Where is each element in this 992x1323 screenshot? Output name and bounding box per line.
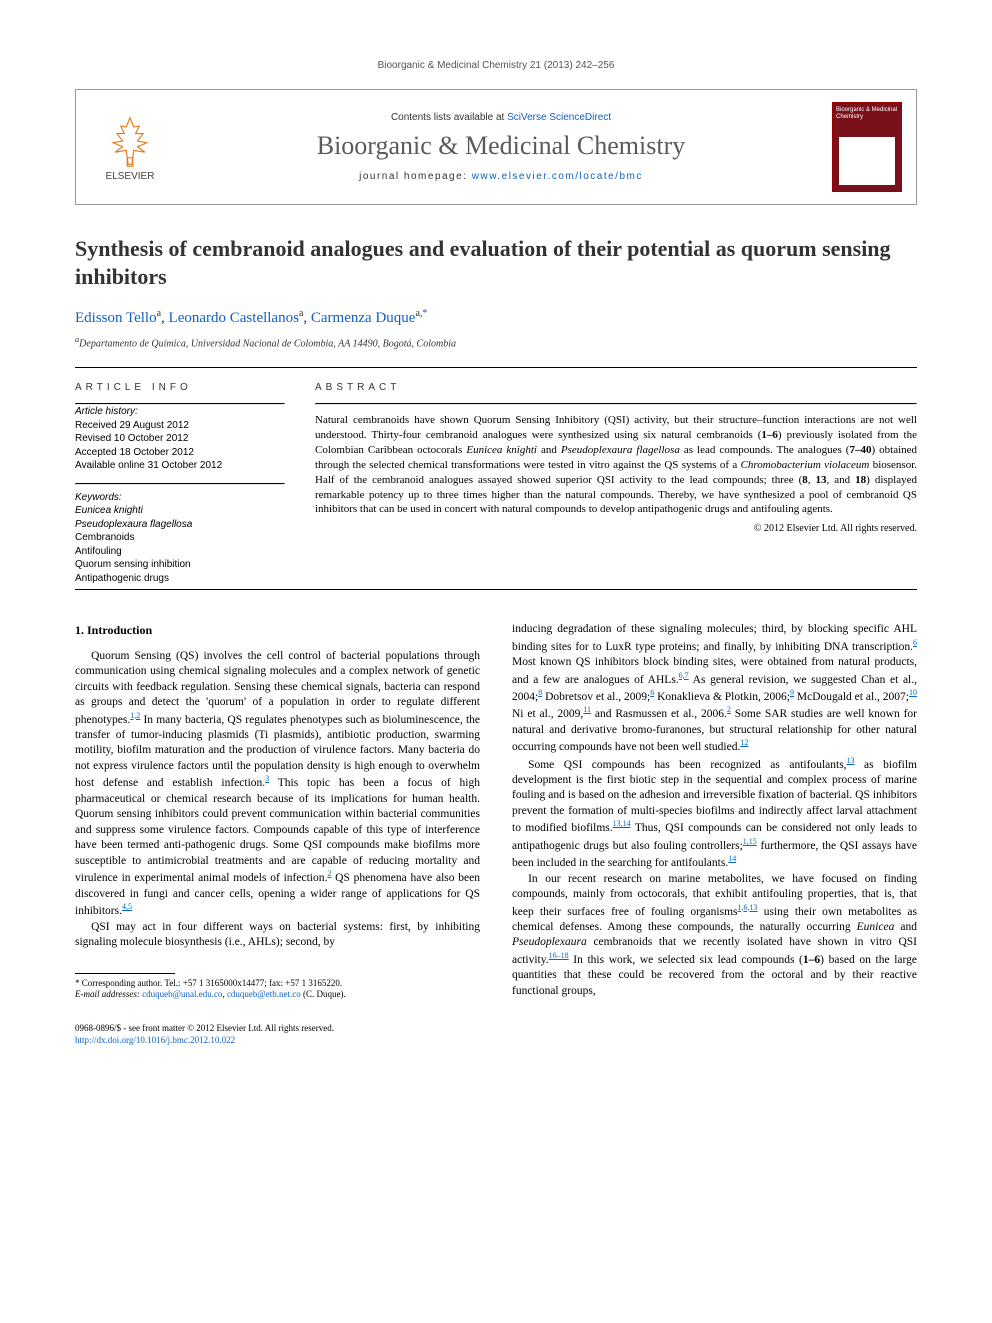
abstract-copyright: © 2012 Elsevier Ltd. All rights reserved…: [315, 523, 917, 534]
column-right: inducing degradation of these signaling …: [512, 622, 917, 1001]
cite-link[interactable]: 1,2: [130, 711, 140, 720]
author-aff-sup: a: [299, 308, 303, 319]
keywords-block: Keywords: Eunicea knighti Pseudoplexaura…: [75, 485, 285, 586]
paragraph: Quorum Sensing (QS) involves the cell co…: [75, 649, 480, 920]
cite-link[interactable]: 6,7: [679, 671, 689, 680]
abstract-head: abstract: [315, 372, 917, 403]
cite-link[interactable]: 10: [909, 688, 917, 697]
history-received: Received 29 August 2012: [75, 419, 285, 433]
author-link[interactable]: Carmenza Duque: [311, 310, 416, 326]
column-left: 1. Introduction Quorum Sensing (QS) invo…: [75, 622, 480, 1001]
publisher-block: ELSEVIER: [90, 113, 170, 182]
cite-link[interactable]: 13: [847, 756, 855, 765]
footnote-rule: [75, 973, 175, 974]
keyword: Cembranoids: [75, 531, 285, 545]
journal-title: Bioorganic & Medicinal Chemistry: [170, 131, 832, 161]
journal-masthead: ELSEVIER Contents lists available at Sci…: [75, 89, 917, 205]
article-title: Synthesis of cembranoid analogues and ev…: [75, 235, 917, 290]
history-online: Available online 31 October 2012: [75, 459, 285, 473]
email-label: E-mail addresses:: [75, 989, 140, 999]
abstract-col: abstract Natural cembranoids have shown …: [315, 372, 917, 585]
cite-link[interactable]: 1,15: [743, 837, 757, 846]
contents-prefix: Contents lists available at: [391, 112, 507, 123]
corr-line: Corresponding author. Tel.: +57 1 316500…: [80, 978, 343, 988]
corr-star-link[interactable]: *: [422, 308, 427, 319]
author-list: Edisson Telloa, Leonardo Castellanosa, C…: [75, 308, 917, 327]
section-heading: 1. Introduction: [75, 622, 480, 638]
keyword: Pseudoplexaura flagellosa: [75, 518, 285, 532]
history-label: Article history:: [75, 405, 285, 419]
email-link[interactable]: cduqueb@etb.net.co: [227, 989, 301, 999]
keyword: Antifouling: [75, 545, 285, 559]
paragraph: In our recent research on marine metabol…: [512, 872, 917, 1000]
sciencedirect-link[interactable]: SciVerse ScienceDirect: [507, 112, 611, 123]
issn-line: 0968-0896/$ - see front matter © 2012 El…: [75, 1023, 917, 1035]
journal-home-link[interactable]: www.elsevier.com/locate/bmc: [472, 171, 643, 182]
body-columns: 1. Introduction Quorum Sensing (QS) invo…: [75, 622, 917, 1001]
affiliation: aDepartamento de Química, Universidad Na…: [75, 335, 917, 349]
abstract-text: Natural cembranoids have shown Quorum Se…: [315, 405, 917, 517]
article-info-head: article info: [75, 372, 285, 403]
keyword: Antipathogenic drugs: [75, 572, 285, 586]
history-revised: Revised 10 October 2012: [75, 432, 285, 446]
email-link[interactable]: cduqueb@unal.edu.co: [142, 989, 222, 999]
page-footer: 0968-0896/$ - see front matter © 2012 El…: [75, 1023, 917, 1046]
keyword: Quorum sensing inhibition: [75, 558, 285, 572]
history-accepted: Accepted 18 October 2012: [75, 446, 285, 460]
page: Bioorganic & Medicinal Chemistry 21 (201…: [0, 0, 992, 1086]
keywords-label: Keywords:: [75, 491, 285, 505]
masthead-center: Contents lists available at SciVerse Sci…: [170, 112, 832, 182]
author-aff-sup: a: [157, 308, 161, 319]
paragraph: QSI may act in four different ways on ba…: [75, 920, 480, 951]
cover-inset: [839, 137, 895, 185]
cover-label: Bioorganic & Medicinal Chemistry: [836, 107, 898, 120]
rule: [75, 589, 917, 590]
article-history: Article history: Received 29 August 2012…: [75, 405, 285, 483]
publisher-label: ELSEVIER: [106, 171, 155, 182]
cite-link[interactable]: 14: [728, 854, 736, 863]
elsevier-tree-icon: [102, 113, 158, 169]
doi-link[interactable]: http://dx.doi.org/10.1016/j.bmc.2012.10.…: [75, 1035, 235, 1045]
affiliation-text: Departamento de Química, Universidad Nac…: [79, 338, 456, 349]
paragraph: inducing degradation of these signaling …: [512, 622, 917, 755]
keyword: Eunicea knighti: [75, 504, 285, 518]
cite-link[interactable]: 1,6,13: [738, 903, 758, 912]
contents-line: Contents lists available at SciVerse Sci…: [170, 112, 832, 123]
paragraph: Some QSI compounds has been recognized a…: [512, 756, 917, 872]
cite-link[interactable]: 16–18: [549, 951, 569, 960]
running-head: Bioorganic & Medicinal Chemistry 21 (201…: [75, 60, 917, 71]
cite-link[interactable]: 11: [583, 705, 591, 714]
rule: [75, 367, 917, 368]
info-abstract-row: article info Article history: Received 2…: [75, 372, 917, 585]
cite-link[interactable]: 12: [740, 738, 748, 747]
author-aff-sup: a,*: [415, 308, 427, 319]
article-info-col: article info Article history: Received 2…: [75, 372, 285, 585]
cite-link[interactable]: 13,14: [613, 819, 631, 828]
journal-cover: Bioorganic & Medicinal Chemistry: [832, 102, 902, 192]
journal-homepage: journal homepage: www.elsevier.com/locat…: [170, 171, 832, 182]
author-link[interactable]: Edisson Tello: [75, 310, 157, 326]
home-prefix: journal homepage:: [359, 171, 472, 182]
author-link[interactable]: Leonardo Castellanos: [169, 310, 299, 326]
cite-link[interactable]: 4,5: [122, 902, 132, 911]
cite-link[interactable]: 6: [913, 638, 917, 647]
corresponding-author: * Corresponding author. Tel.: +57 1 3165…: [75, 978, 480, 1001]
